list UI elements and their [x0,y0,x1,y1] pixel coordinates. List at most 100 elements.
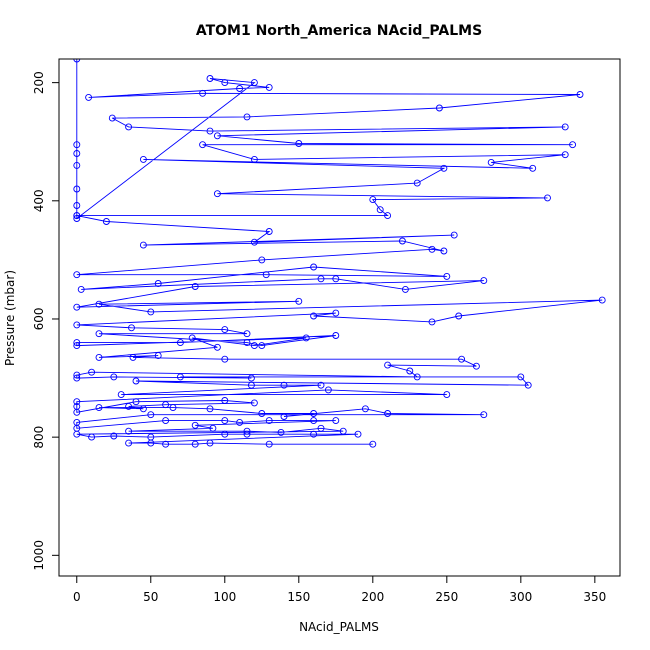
data-point [310,430,318,438]
data-point [243,430,251,438]
data-point [132,377,140,385]
data-point [247,381,255,389]
data-point [88,433,96,441]
data-point [339,427,347,435]
data-point [428,318,436,326]
data-point [529,164,537,172]
data-point [435,104,443,112]
data-point [569,141,577,149]
x-axis: 0 50 100 150 200 250 300 350 [73,575,606,604]
data-point [176,373,184,381]
data-point [376,206,384,214]
data-point [176,339,184,347]
data-point [265,417,273,425]
data-point [147,439,155,447]
data-point [154,280,162,287]
data-point [88,368,96,376]
data-point [188,334,196,342]
x-tick-label: 50 [143,590,158,604]
data-point [280,381,288,389]
data-point [110,373,118,381]
data-point [384,410,392,417]
data-point [125,439,133,447]
data-point [354,430,362,438]
data-point [472,362,480,370]
data-point [102,218,110,225]
data-point [243,113,251,121]
data-point [243,339,251,347]
data-point [458,355,466,363]
data-point [95,353,103,361]
data-point [247,374,255,382]
data-point [258,256,266,264]
series-layer [73,59,606,448]
data-point [129,353,137,361]
data-point [162,417,170,425]
data-point [110,432,118,440]
data-point [139,405,147,413]
data-point [221,417,229,425]
data-point [401,285,409,293]
data-point [576,91,584,98]
x-tick-label: 300 [509,590,532,604]
data-point [265,440,273,448]
data-point [262,271,270,279]
data-point [95,330,103,338]
data-point [221,355,229,363]
data-point [221,397,229,404]
data-point [428,245,436,253]
data-point [169,404,177,412]
data-point [413,179,421,187]
data-point [147,308,155,316]
data-point [191,421,199,429]
data-point [384,212,392,220]
data-point [73,339,81,347]
data-point [95,300,103,308]
data-point [277,428,285,436]
data-point [221,430,229,438]
data-point [236,85,244,92]
data-point [73,150,81,157]
data-point [125,427,133,435]
data-point [206,75,214,82]
data-point [199,141,207,149]
data-point [561,151,569,159]
data-point [73,371,81,379]
x-tick-label: 150 [287,590,310,604]
data-point [406,367,414,375]
data-point [236,418,244,426]
y-tick-label: 400 [32,189,46,212]
data-point [108,114,116,122]
y-tick-label: 600 [32,308,46,331]
data-point [125,123,133,131]
data-point [206,127,214,135]
x-tick-label: 0 [73,590,81,604]
data-point [524,381,532,389]
data-point [73,303,81,311]
data-point [310,312,318,320]
data-point [250,342,258,350]
data-point [95,404,103,412]
data-point [221,326,229,334]
data-point [265,83,273,91]
data-point [317,381,325,389]
data-point [77,285,85,293]
data-point [517,373,525,381]
data-point [332,417,340,425]
data-point [443,272,451,280]
chart-title: ATOM1 North_America NAcid_PALMS [196,23,482,39]
data-point [73,141,81,149]
data-point [440,164,448,172]
data-point [598,296,606,304]
data-point [450,231,458,239]
data-point [154,352,162,360]
data-point [147,411,155,419]
data-point [73,215,81,222]
data-point [280,413,288,420]
data-point [455,312,463,320]
data-point [73,374,81,382]
y-tick-label: 200 [32,71,46,94]
data-point [139,241,147,249]
